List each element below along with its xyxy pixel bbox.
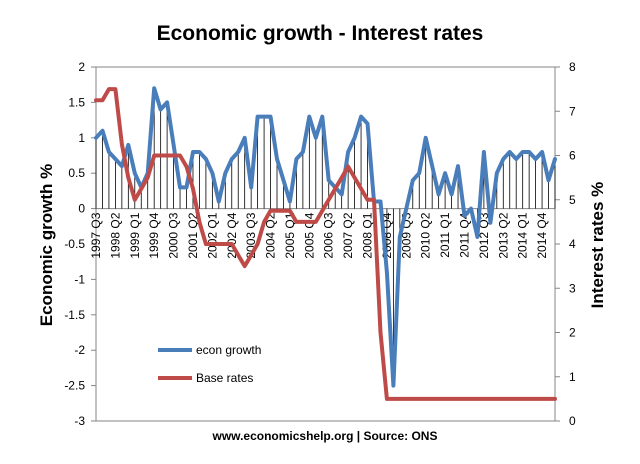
y-tick-label: 2 [78,60,85,74]
y-axis-title: Economic growth % [37,164,56,326]
y-tick-label: -3 [74,414,85,428]
legend-label: econ growth [196,343,261,357]
y2-tick-label: 6 [569,149,576,163]
y-tick-label: 0.5 [68,166,85,180]
x-tick-label: 2014 Q1 [516,212,530,258]
chart-title: Economic growth - Interest rates [157,22,484,45]
y-tick-label: -0.5 [64,237,85,251]
y-tick-label: 1 [78,131,85,145]
y2-tick-label: 5 [569,193,576,207]
x-tick-label: 1999 Q1 [128,212,142,258]
y-tick-label: 0 [78,202,85,216]
y2-tick-label: 8 [569,60,576,74]
y-tick-label: -2.5 [64,379,85,393]
x-tick-label: 2008 Q1 [361,212,375,258]
x-tick-label: 2004 Q2 [264,212,278,258]
legend: econ growth Base rates [158,343,261,385]
x-tick-label: 2011 Q4 [457,212,471,257]
x-tick-label: 2000 Q3 [167,212,181,258]
x-tick-label: 2005 Q1 [283,212,297,258]
y-tick-label: -1 [74,272,85,286]
y2-tick-label: 4 [569,237,576,251]
y2-tick-label: 3 [569,281,576,295]
y-tick-label: -1.5 [64,308,85,322]
x-tick-label: 2011 Q1 [438,212,452,257]
y2-tick-label: 1 [569,370,576,384]
plot-area: 2 1.5 1 0.5 0 -0.5 -1 -1.5 -2 -2.5 -3 8 7 6 5 4 3 2 1 0 1997… [64,60,576,428]
y2-tick-label: 2 [569,326,576,340]
x-tick-label: 2010 Q2 [419,212,433,258]
x-tick-label: 2005 Q4 [302,212,316,258]
x-tick-label: 1997 Q3 [89,212,103,258]
x-tick-label: 2014 Q4 [535,212,549,258]
series-line-econ-growth [94,86,557,388]
x-tick-label: 2013 Q2 [496,212,510,258]
x-tick-label: 2007 Q2 [341,212,355,258]
x-tick-label: 1999 Q4 [147,212,161,258]
y2-tick-label: 7 [569,104,576,118]
x-tick-label: 2002 Q1 [205,212,219,258]
source-caption: www.economicshelp.org | Source: ONS [212,429,438,443]
x-tick-label: 1998 Q2 [108,212,122,258]
x-tick-label: 2006 Q3 [322,212,336,258]
legend-label: Base rates [196,371,253,385]
y-tick-label: 1.5 [68,95,85,109]
x-tick-label: 2001 Q2 [186,212,200,258]
y2-tick-label: 0 [569,414,576,428]
y2-axis-title: Interest rates % [588,182,607,309]
series-line-base-rates [94,87,557,401]
y-tick-label: -2 [74,343,85,357]
